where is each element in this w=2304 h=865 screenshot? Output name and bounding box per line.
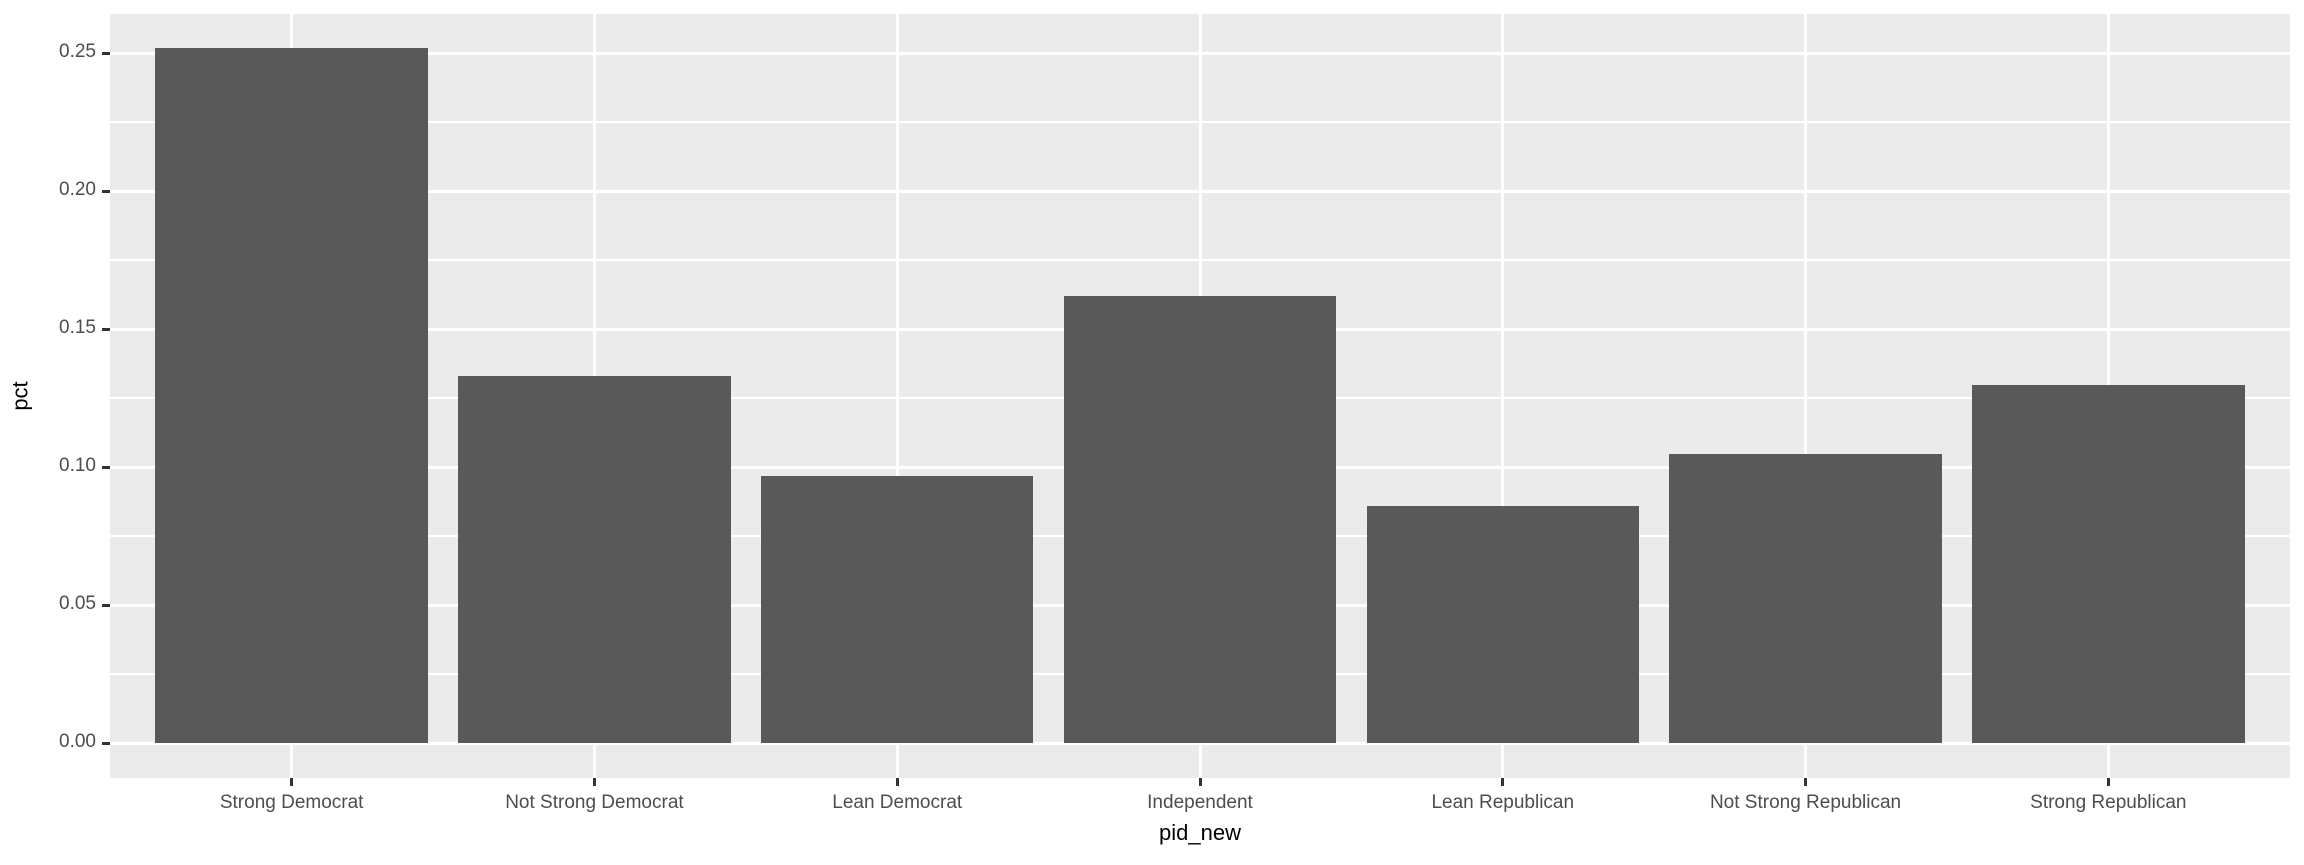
x-tick-label: Strong Democrat: [219, 792, 364, 813]
bar-lean-democrat: [760, 475, 1034, 744]
x-tick-mark: [895, 778, 899, 786]
x-tick-mark: [1501, 778, 1505, 786]
x-tick-label: Independent: [1147, 792, 1253, 813]
x-tick-label: Lean Republican: [1431, 792, 1575, 813]
x-tick-mark: [1198, 778, 1202, 786]
bar-not-strong-democrat: [458, 376, 731, 744]
y-axis-title: pct: [6, 14, 35, 778]
y-tick-mark: [102, 51, 110, 55]
y-tick-mark: [102, 603, 110, 607]
x-tick-mark: [592, 778, 596, 786]
x-tick-mark: [2106, 778, 2110, 786]
y-axis-title-text: pct: [7, 381, 33, 411]
x-tick-label: Not Strong Democrat: [505, 792, 684, 813]
y-tick-label: 0.10: [59, 455, 96, 477]
bar-lean-republican: [1366, 505, 1640, 744]
y-tick-mark: [102, 741, 110, 745]
y-tick-mark: [102, 189, 110, 193]
y-tick-mark: [102, 465, 110, 469]
bar-strong-republican: [1972, 384, 2245, 744]
x-tick-mark: [1804, 778, 1808, 786]
y-tick-label: 0.05: [59, 593, 96, 615]
x-axis-title: pid_new: [1159, 820, 1241, 845]
y-tick-label: 0.25: [59, 41, 96, 63]
category-gridline: [895, 14, 899, 778]
plot-panel: [110, 14, 2290, 778]
x-tick-mark: [290, 778, 294, 786]
category-gridline: [1804, 14, 1808, 778]
x-tick-label: Strong Republican: [2030, 792, 2187, 813]
bar-not-strong-republican: [1669, 453, 1942, 744]
y-tick-label: 0.20: [59, 179, 96, 201]
y-tick-mark: [102, 327, 110, 331]
bar-independent: [1063, 296, 1337, 744]
bar-strong-democrat: [155, 47, 428, 744]
y-tick-label: 0.00: [59, 731, 96, 753]
y-tick-label: 0.15: [59, 317, 96, 339]
x-tick-label: Not Strong Republican: [1709, 792, 1902, 813]
category-gridline: [1501, 14, 1505, 778]
x-tick-label: Lean Democrat: [832, 792, 963, 813]
